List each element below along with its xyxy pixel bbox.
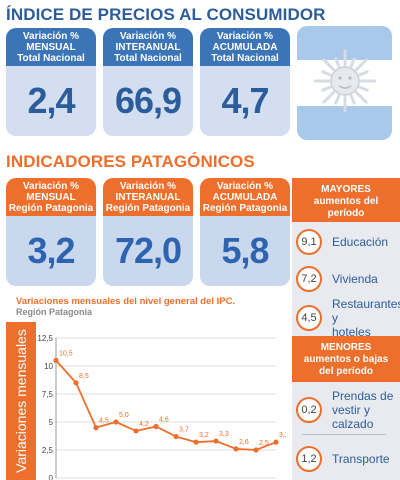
list-item-prendas: 0,2 Prendas de vestir y calzado	[296, 389, 400, 431]
list-item-transporte: 1,2 Transporte	[296, 446, 400, 472]
sol-de-mayo-icon	[314, 49, 376, 113]
data-label: 8,5	[79, 373, 89, 380]
mayores-header: MAYORES aumentos del período	[292, 178, 400, 222]
argentina-flag	[297, 26, 392, 140]
item-label: Vivienda	[332, 272, 378, 286]
data-label: 10,5	[59, 350, 73, 357]
ipc-line-chart: 0 2,5 5 7,5 10 12,5 10,5 8,5 4,5 5,0 4,2 4,6 3,7 3,2 3…	[37, 334, 286, 480]
y-tick-label: 7,5	[42, 390, 54, 399]
card-value: 4,7	[200, 66, 290, 136]
y-tick-label: 5	[49, 418, 54, 427]
list-item-restaurantes: 4,5 Restaurantes y hoteles	[296, 297, 400, 339]
data-point	[133, 428, 139, 434]
card-accumulated-national: Variación % ACUMULADA Total Nacional 4,7	[200, 28, 290, 136]
data-label: 2,6	[239, 439, 249, 446]
card-header: Variación % INTERANUAL Total Nacional	[103, 28, 193, 66]
item-label: Transporte	[332, 452, 390, 466]
data-point	[253, 447, 259, 453]
y-axis-label-box	[6, 322, 36, 480]
list-item-vivienda: 7,2 Vivienda	[296, 266, 400, 292]
data-label: 4,2	[139, 421, 149, 428]
card-value: 5,8	[200, 216, 290, 286]
card-header: Variación % MENSUAL Región Patagonia	[6, 178, 96, 216]
y-axis-label: Variaciones mensuales	[13, 329, 29, 473]
data-label: 3,7	[179, 427, 189, 434]
y-tick-label: 12,5	[37, 334, 53, 343]
data-label: 4,5	[99, 418, 109, 425]
y-tick-label: 2,5	[42, 446, 54, 455]
card-monthly-patagonia: Variación % MENSUAL Región Patagonia 3,2	[6, 178, 96, 286]
data-point	[73, 380, 79, 386]
series-line	[55, 359, 277, 451]
card-monthly-national: Variación % MENSUAL Total Nacional 2,4	[6, 28, 96, 136]
menores-header: MENORES aumentos o bajas del período	[292, 336, 400, 382]
value-circle: 7,2	[296, 266, 322, 292]
data-label: 2,5	[259, 440, 269, 447]
chart-title: Variaciones mensuales del nivel general …	[16, 296, 236, 307]
data-point	[153, 423, 159, 430]
card-accumulated-patagonia: Variación % ACUMULADA Región Patagonia 5…	[200, 178, 290, 286]
chart-subtitle: Región Patagonia	[16, 307, 93, 317]
data-point	[113, 419, 119, 425]
data-point	[213, 438, 219, 444]
data-label: 3,3	[219, 431, 229, 438]
card-interannual-patagonia: Variación % INTERANUAL Región Patagonia …	[103, 178, 193, 286]
data-label: 3,2	[279, 432, 286, 439]
card-value: 66,9	[103, 66, 193, 136]
data-point	[233, 446, 239, 452]
data-label: 3,2	[199, 432, 209, 439]
data-point	[193, 439, 199, 445]
card-header: Variación % ACUMULADA Total Nacional	[200, 28, 290, 66]
y-tick-label: 10	[44, 362, 53, 371]
data-point	[173, 433, 179, 440]
card-value: 3,2	[6, 216, 96, 286]
national-title: ÍNDICE DE PRECIOS AL CONSUMIDOR	[6, 5, 326, 24]
data-point	[273, 439, 279, 445]
value-circle: 0,2	[296, 397, 322, 423]
card-value: 2,4	[6, 66, 96, 136]
data-point	[53, 357, 59, 363]
card-interannual-national: Variación % INTERANUAL Total Nacional 66…	[103, 28, 193, 136]
list-item-educacion: 9,1 Educación	[296, 229, 400, 255]
data-point	[93, 425, 99, 431]
data-label: 5,0	[119, 412, 129, 419]
value-circle: 9,1	[296, 229, 322, 255]
divider	[302, 434, 386, 435]
card-header: Variación % ACUMULADA Región Patagonia	[200, 178, 290, 216]
data-label: 4,6	[159, 416, 169, 423]
card-header: Variación % MENSUAL Total Nacional	[6, 28, 96, 66]
item-label: Prendas de vestir y calzado	[332, 389, 394, 431]
value-circle: 1,2	[296, 446, 322, 472]
patagonia-title: INDICADORES PATAGÓNICOS	[6, 152, 255, 171]
item-label: Restaurantes y hoteles	[332, 297, 400, 339]
card-header: Variación % INTERANUAL Región Patagonia	[103, 178, 193, 216]
y-tick-label: 0	[49, 474, 54, 480]
item-label: Educación	[332, 235, 389, 249]
card-value: 72,0	[103, 216, 193, 286]
value-circle: 4,5	[296, 305, 322, 331]
